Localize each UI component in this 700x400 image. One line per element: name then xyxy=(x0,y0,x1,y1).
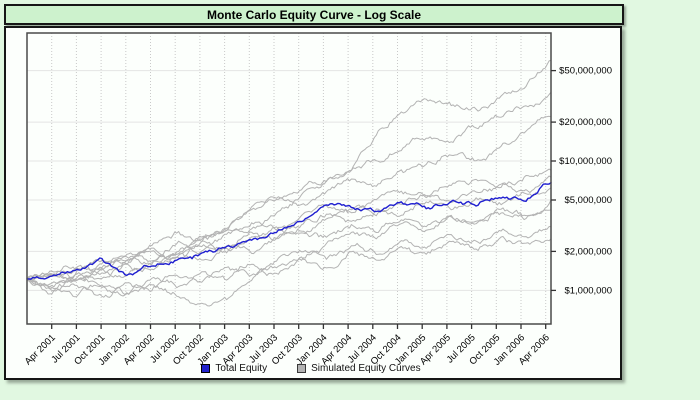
total-equity-swatch-icon xyxy=(201,364,211,373)
legend-item-simulated: Simulated Equity Curves xyxy=(297,363,421,374)
chart-panel xyxy=(4,26,622,380)
simulated-swatch-icon xyxy=(297,364,307,373)
legend-item-total-equity: Total Equity xyxy=(201,363,267,374)
legend: Total Equity Simulated Equity Curves xyxy=(4,362,618,375)
legend-label-total-equity: Total Equity xyxy=(215,363,268,374)
chart-title-bar: Monte Carlo Equity Curve - Log Scale xyxy=(4,4,624,25)
legend-label-simulated: Simulated Equity Curves xyxy=(311,363,421,374)
chart-title: Monte Carlo Equity Curve - Log Scale xyxy=(206,7,422,22)
